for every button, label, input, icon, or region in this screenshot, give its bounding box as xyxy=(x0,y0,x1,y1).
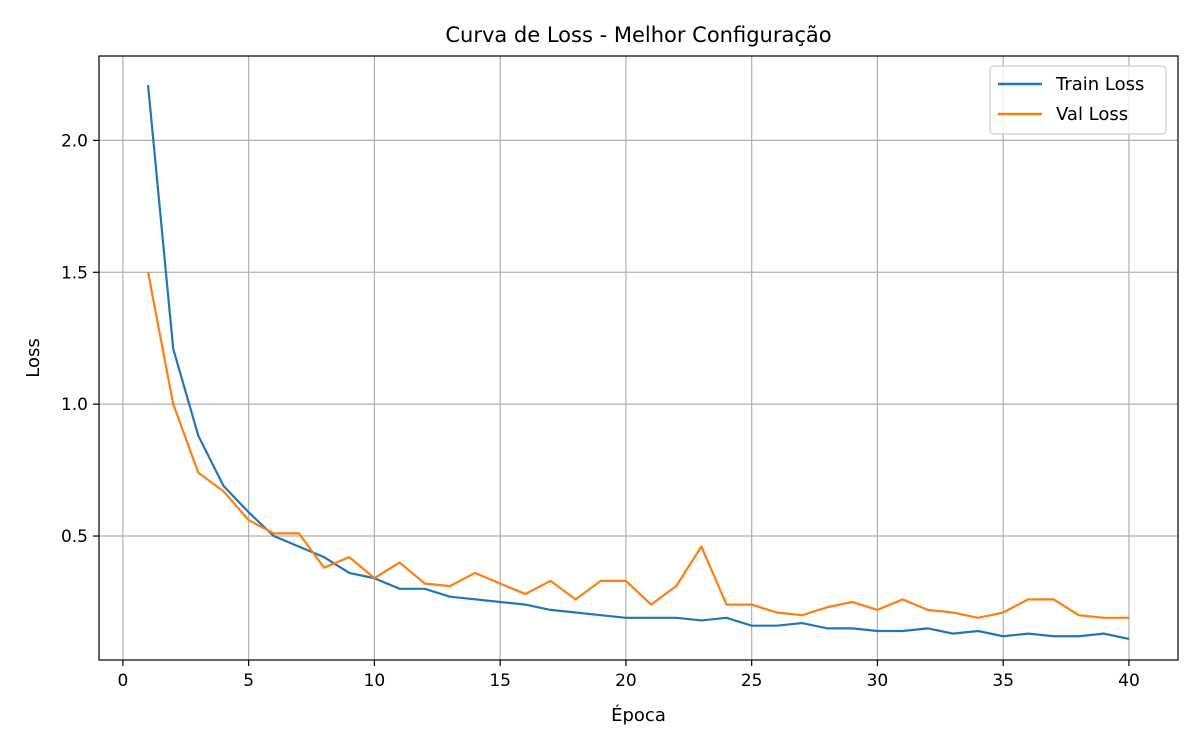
legend-label: Train Loss xyxy=(1055,74,1144,95)
series-layer xyxy=(146,84,1130,640)
y-tick-label: 0.5 xyxy=(61,527,88,547)
y-axis-title: Loss xyxy=(23,338,44,377)
x-tick-label: 25 xyxy=(741,671,763,691)
x-tick-label: 15 xyxy=(489,671,511,691)
x-tick-label: 20 xyxy=(615,671,637,691)
x-tick-label: 40 xyxy=(1118,671,1140,691)
x-tick-label: 30 xyxy=(867,671,889,691)
legend-label: Val Loss xyxy=(1056,104,1128,125)
x-tick-label: 5 xyxy=(243,671,254,691)
legend: Train Loss Val Loss xyxy=(989,65,1167,135)
grid xyxy=(99,56,1178,660)
x-tick-label: 10 xyxy=(364,671,386,691)
y-tick-label: 2.0 xyxy=(61,131,88,151)
x-tick-label: 35 xyxy=(992,671,1014,691)
ticks: 0 5 10 15 20 25 30 35 40 0.5 1.0 1.5 2.0 xyxy=(61,131,1140,691)
y-tick-label: 1.0 xyxy=(61,395,88,415)
chart-title: Curva de Loss - Melhor Configuração xyxy=(445,23,831,47)
y-tick-label: 1.5 xyxy=(61,263,88,283)
x-axis-title: Época xyxy=(611,704,666,726)
series-line-val-loss xyxy=(146,272,1129,619)
x-tick-label: 0 xyxy=(117,671,128,691)
plot-frame xyxy=(98,55,1179,661)
